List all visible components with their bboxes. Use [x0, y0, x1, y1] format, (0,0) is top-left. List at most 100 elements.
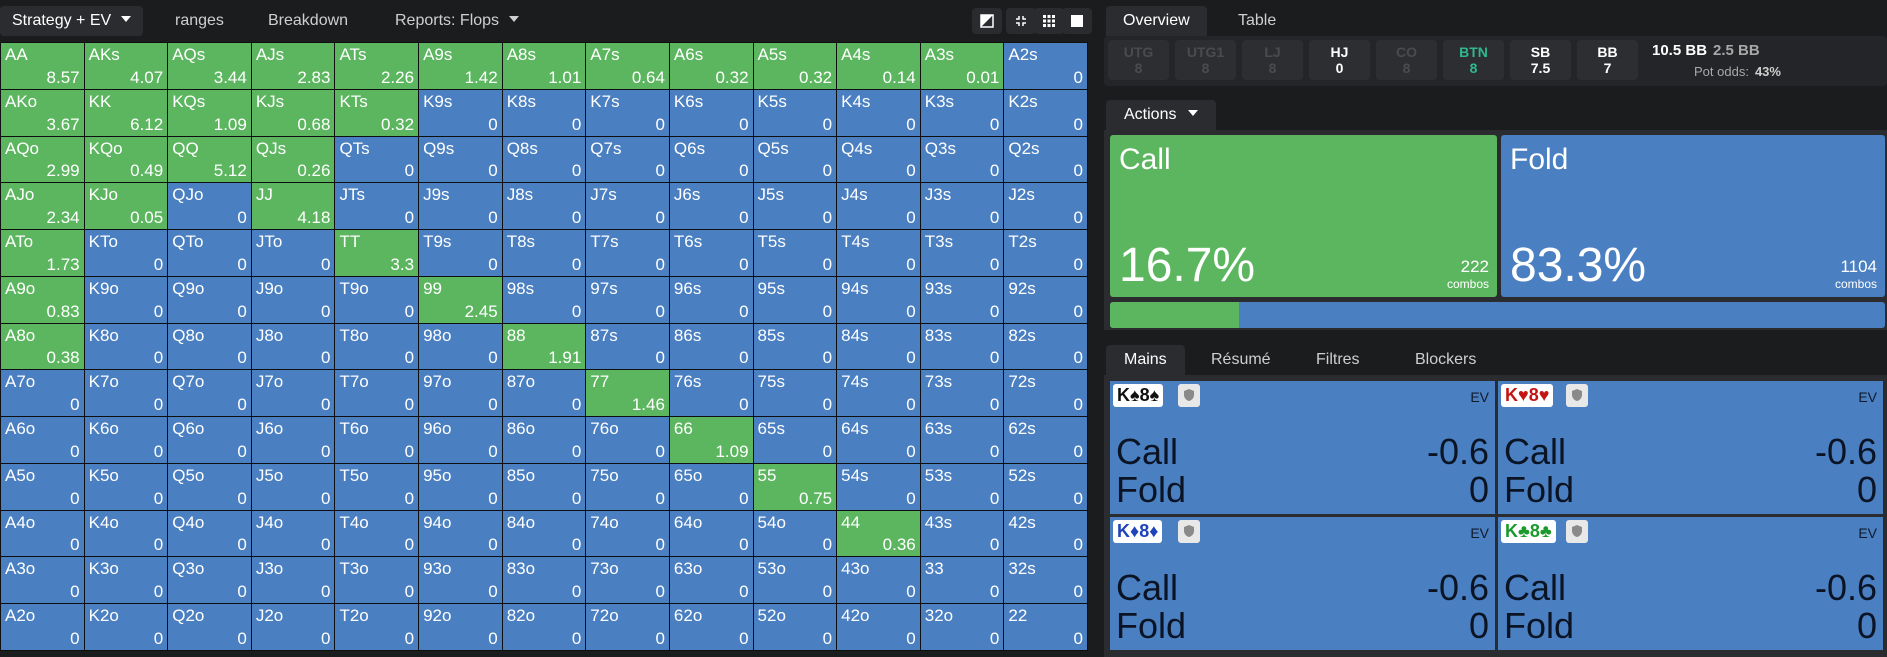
hand-cell[interactable]: KQs 1.09: [168, 89, 251, 136]
hand-cell[interactable]: T4s 0: [837, 230, 920, 276]
hand-cell[interactable]: 66 1.09: [669, 417, 753, 463]
hand-cell[interactable]: Q7o 0: [168, 370, 251, 417]
hand-cell[interactable]: Q7s 0: [586, 136, 669, 183]
hand-cell[interactable]: 53o 0: [753, 557, 837, 604]
position-utg1[interactable]: UTG1 8: [1175, 40, 1236, 80]
hand-cell[interactable]: J9o 0: [251, 276, 335, 323]
hand-cell[interactable]: K6s 0: [669, 89, 753, 136]
hand-cell[interactable]: KQo 0.49: [84, 136, 168, 183]
hand-cell[interactable]: Q6o 0: [168, 417, 251, 463]
hand-cell[interactable]: 52s 0: [1004, 463, 1087, 510]
hand-cell[interactable]: 96o 0: [419, 417, 502, 463]
hand-cell[interactable]: J4s 0: [837, 183, 920, 230]
hand-cell[interactable]: A4o 0: [1, 510, 84, 557]
hand-cell[interactable]: K3o 0: [84, 557, 168, 604]
hand-combo-card[interactable]: K♦8♦ EV Call -0.6 Fold 0: [1110, 517, 1495, 650]
hand-cell[interactable]: T2o 0: [335, 604, 419, 650]
hand-cell[interactable]: T4o 0: [335, 510, 419, 557]
hand-cell[interactable]: 42o 0: [837, 604, 920, 650]
hand-cell[interactable]: J3s 0: [920, 183, 1004, 230]
hand-cell[interactable]: T3s 0: [920, 230, 1004, 276]
position-hj[interactable]: HJ 0: [1309, 40, 1370, 80]
hand-cell[interactable]: 86s 0: [669, 323, 753, 370]
hand-cell[interactable]: Q6s 0: [669, 136, 753, 183]
hand-cell[interactable]: T8o 0: [335, 323, 419, 370]
compress-icon[interactable]: [1006, 8, 1036, 34]
hand-cell[interactable]: J6o 0: [251, 417, 335, 463]
hand-cell[interactable]: Q5o 0: [168, 463, 251, 510]
tab-ranges[interactable]: ranges: [163, 6, 236, 36]
tab-overview[interactable]: Overview: [1106, 6, 1207, 36]
hand-cell[interactable]: JJ 4.18: [251, 183, 335, 230]
hand-cell[interactable]: KJo 0.05: [84, 183, 168, 230]
hand-cell[interactable]: 84o 0: [502, 510, 586, 557]
hand-cell[interactable]: K8o 0: [84, 323, 168, 370]
hand-combo-card[interactable]: K♠8♠ EV Call -0.6 Fold 0: [1110, 381, 1495, 514]
hand-cell[interactable]: J9s 0: [419, 183, 502, 230]
hand-cell[interactable]: 62o 0: [669, 604, 753, 650]
tab-reports-flops[interactable]: Reports: Flops: [383, 6, 531, 36]
hand-cell[interactable]: A8o 0.38: [1, 323, 84, 370]
hand-cell[interactable]: Q2o 0: [168, 604, 251, 650]
hand-cell[interactable]: 63s 0: [920, 417, 1004, 463]
hand-cell[interactable]: J8o 0: [251, 323, 335, 370]
position-btn[interactable]: BTN 8: [1443, 40, 1504, 80]
hand-cell[interactable]: K9o 0: [84, 276, 168, 323]
tab-strategy-ev[interactable]: Strategy + EV: [0, 6, 144, 36]
hand-cell[interactable]: Q8o 0: [168, 323, 251, 370]
hand-cell[interactable]: 94o 0: [419, 510, 502, 557]
hand-cell[interactable]: 77 1.46: [586, 370, 669, 417]
hand-cell[interactable]: 82o 0: [502, 604, 586, 650]
tab-resume[interactable]: Résumé: [1193, 345, 1289, 375]
hand-cell[interactable]: 92s 0: [1004, 276, 1087, 323]
hand-cell[interactable]: Q2s 0: [1004, 136, 1087, 183]
hand-cell[interactable]: A7o 0: [1, 370, 84, 417]
hand-cell[interactable]: QTo 0: [168, 230, 251, 276]
hand-cell[interactable]: 85o 0: [502, 463, 586, 510]
position-bb[interactable]: BB 7: [1577, 40, 1638, 80]
hand-cell[interactable]: J5s 0: [753, 183, 837, 230]
hand-cell[interactable]: 64s 0: [837, 417, 920, 463]
hand-cell[interactable]: T9o 0: [335, 276, 419, 323]
position-lj[interactable]: LJ 8: [1242, 40, 1303, 80]
hand-cell[interactable]: 83s 0: [920, 323, 1004, 370]
hand-cell[interactable]: 44 0.36: [837, 510, 920, 557]
hand-cell[interactable]: K3s 0: [920, 89, 1004, 136]
hand-cell[interactable]: 87o 0: [502, 370, 586, 417]
hand-cell[interactable]: A9s 1.42: [419, 43, 502, 89]
hand-cell[interactable]: Q9o 0: [168, 276, 251, 323]
hand-cell[interactable]: 33 0: [920, 557, 1004, 604]
hand-cell[interactable]: A8s 1.01: [502, 43, 586, 89]
hand-cell[interactable]: K2o 0: [84, 604, 168, 650]
hand-cell[interactable]: 76s 0: [669, 370, 753, 417]
hand-cell[interactable]: J7s 0: [586, 183, 669, 230]
hand-cell[interactable]: 65o 0: [669, 463, 753, 510]
hand-cell[interactable]: QJs 0.26: [251, 136, 335, 183]
hand-cell[interactable]: J2s 0: [1004, 183, 1087, 230]
hand-cell[interactable]: ATo 1.73: [1, 230, 84, 276]
hand-cell[interactable]: 54s 0: [837, 463, 920, 510]
hand-cell[interactable]: J6s 0: [669, 183, 753, 230]
hand-cell[interactable]: Q9s 0: [419, 136, 502, 183]
hand-cell[interactable]: AJs 2.83: [251, 43, 335, 89]
hand-cell[interactable]: A5s 0.32: [753, 43, 837, 89]
hand-cell[interactable]: 55 0.75: [753, 463, 837, 510]
hand-cell[interactable]: 97o 0: [419, 370, 502, 417]
shield-icon[interactable]: [1178, 384, 1200, 407]
hand-cell[interactable]: J5o 0: [251, 463, 335, 510]
hand-cell[interactable]: QJo 0: [168, 183, 251, 230]
tab-mains[interactable]: Mains: [1106, 345, 1185, 375]
hand-cell[interactable]: TT 3.3: [335, 230, 419, 276]
hand-cell[interactable]: KK 6.12: [84, 89, 168, 136]
shield-icon[interactable]: [1566, 384, 1588, 407]
hand-cell[interactable]: 53s 0: [920, 463, 1004, 510]
hand-cell[interactable]: 82s 0: [1004, 323, 1087, 370]
position-sb[interactable]: SB 7.5: [1510, 40, 1571, 80]
hand-cell[interactable]: 54o 0: [753, 510, 837, 557]
actions-dropdown[interactable]: Actions: [1106, 100, 1217, 130]
hand-cell[interactable]: J8s 0: [502, 183, 586, 230]
hand-cell[interactable]: 74o 0: [586, 510, 669, 557]
hand-cell[interactable]: A2s 0: [1004, 43, 1087, 89]
hand-cell[interactable]: 32o 0: [920, 604, 1004, 650]
hand-cell[interactable]: 52o 0: [753, 604, 837, 650]
